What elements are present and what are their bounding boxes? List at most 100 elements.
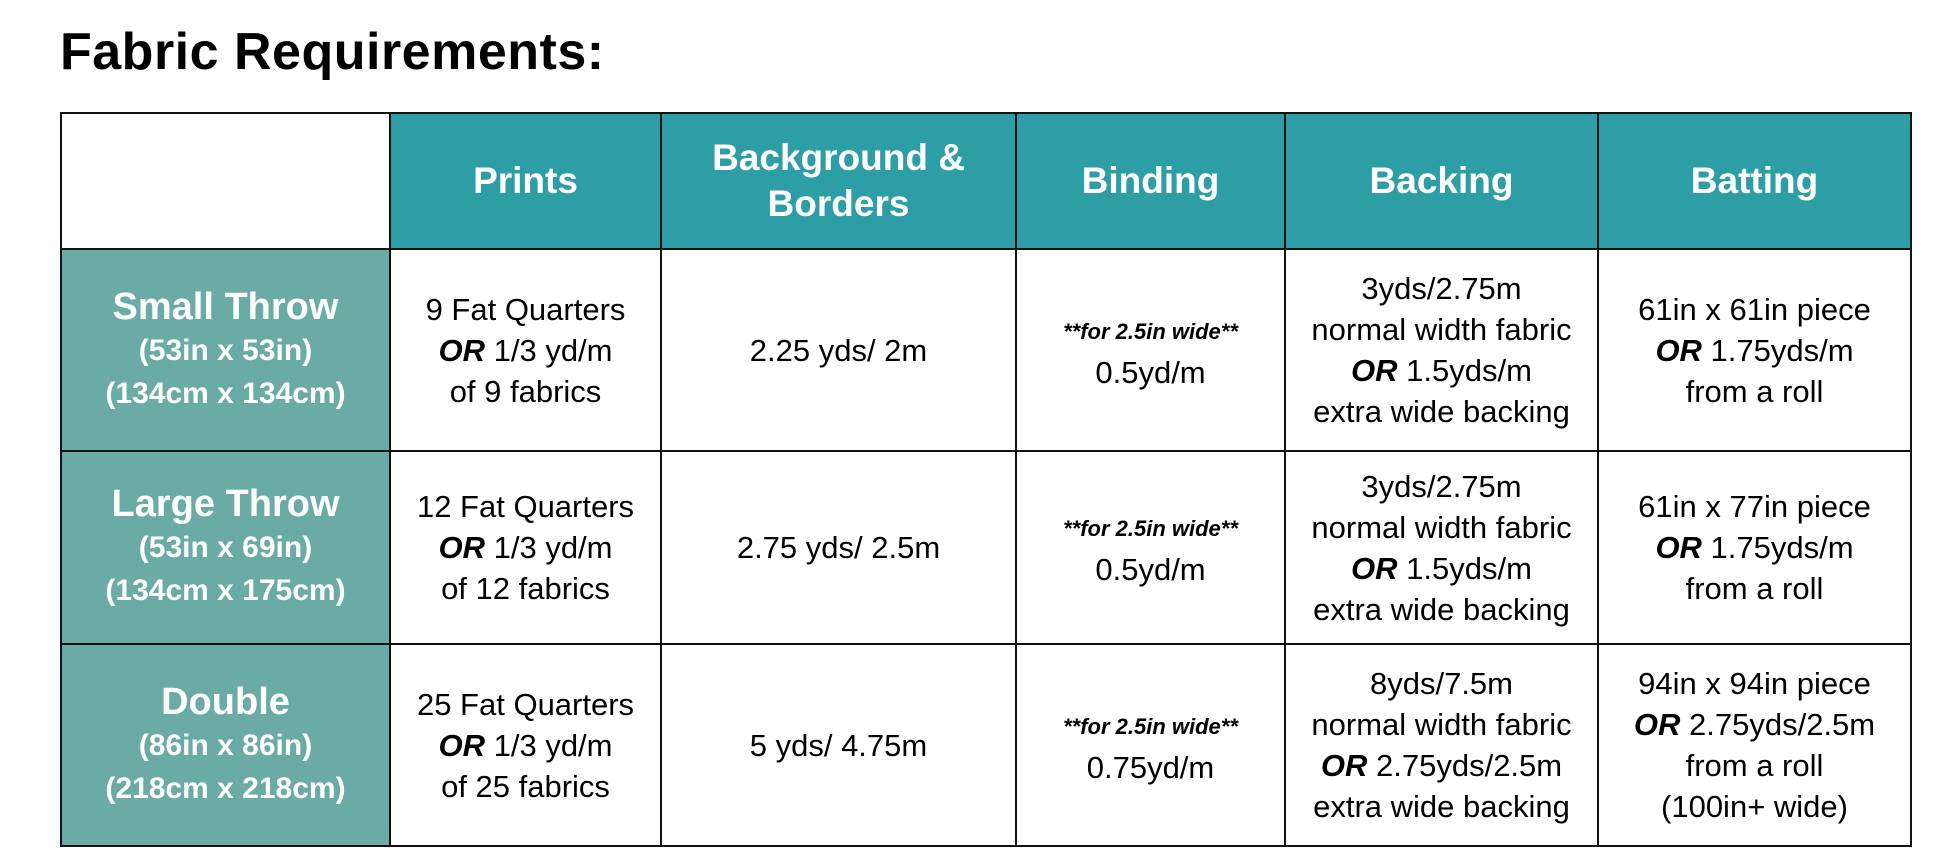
table-row: Double (86in x 86in) (218cm x 218cm) 25 Fat… — [60, 643, 1912, 847]
or-label: OR — [1320, 748, 1368, 783]
cell-line: of 12 fabrics — [391, 568, 660, 609]
cell-text: 0.75yd/m — [1086, 749, 1215, 785]
cell-line: 61in x 61in piece — [1599, 289, 1910, 330]
cell-line: 25 Fat Quarters — [391, 684, 660, 725]
cell-line: OR 1/3 yd/m — [391, 725, 660, 766]
cell-text: 2.25 yds/ 2m — [749, 332, 928, 368]
cell-line: 9 Fat Quarters — [391, 289, 660, 330]
cell-text: 8yds/7.5m — [1369, 666, 1513, 701]
cell-text: 2.75yds/2.5m — [1680, 707, 1876, 742]
binding-note: **for 2.5in wide** — [1063, 516, 1238, 541]
corner-cell — [60, 112, 391, 250]
column-header: Prints — [389, 112, 662, 250]
cell-text: 25 Fat Quarters — [416, 686, 635, 722]
cell-line: of 25 fabrics — [391, 766, 660, 807]
cell-line: OR 1.75yds/m — [1599, 527, 1910, 568]
cell-text: 1/3 yd/m — [485, 332, 613, 368]
or-label: OR — [1655, 530, 1702, 565]
table-cell: 12 Fat Quarters OR 1/3 yd/m of 12 fabrics — [389, 450, 662, 645]
cell-text: of 12 fabrics — [441, 571, 610, 606]
cell-text: 3yds/2.75m — [1361, 271, 1522, 306]
cell-text: extra wide backing — [1313, 394, 1570, 429]
cell-line: 94in x 94in piece — [1599, 663, 1910, 704]
table-cell: 61in x 61in piece OR 1.75yds/m from a roll — [1597, 248, 1912, 452]
or-label: OR — [438, 727, 486, 763]
cell-text: 1.5yds/m — [1397, 353, 1532, 388]
table-cell: **for 2.5in wide** 0.5yd/m — [1015, 248, 1286, 452]
or-label: OR — [1351, 353, 1398, 388]
cell-text: of 9 fabrics — [449, 373, 602, 409]
row-header: Double (86in x 86in) (218cm x 218cm) — [60, 643, 391, 847]
column-header: Backing — [1284, 112, 1599, 250]
cell-line: 12 Fat Quarters — [391, 486, 660, 527]
cell-line: OR 2.75yds/2.5m — [1286, 745, 1597, 786]
cell-text: from a roll — [1685, 373, 1824, 409]
cell-line: extra wide backing — [1286, 391, 1597, 432]
cell-line: 5 yds/ 4.75m — [662, 725, 1015, 766]
cell-text: (100in+ wide) — [1661, 789, 1848, 824]
cell-line: OR 1/3 yd/m — [391, 330, 660, 371]
cell-line: OR 1.5yds/m — [1286, 350, 1597, 391]
cell-line: from a roll — [1599, 371, 1910, 412]
cell-line: 2.25 yds/ 2m — [662, 330, 1015, 371]
size-dimensions: (134cm x 134cm) — [105, 376, 346, 410]
table-cell: **for 2.5in wide** 0.5yd/m — [1015, 450, 1286, 645]
size-dimensions: (53in x 53in) — [138, 333, 313, 367]
column-header: Binding — [1015, 112, 1286, 250]
binding-note: **for 2.5in wide** — [1063, 318, 1238, 344]
column-header: Background & Borders — [660, 112, 1017, 250]
cell-text: 61in x 61in piece — [1638, 291, 1871, 327]
or-label: OR — [1655, 332, 1702, 368]
cell-text: 5 yds/ 4.75m — [749, 727, 928, 763]
page-title: Fabric Requirements: — [60, 23, 605, 81]
size-name: Small Throw — [112, 285, 339, 328]
cell-line: 3yds/2.75m — [1286, 466, 1597, 507]
cell-text: from a roll — [1685, 571, 1824, 606]
table-row: Small Throw (53in x 53in) (134cm x 134cm) 9… — [60, 248, 1912, 452]
cell-text: 2.75 yds/ 2.5m — [736, 530, 941, 565]
cell-text: 1.75yds/m — [1701, 332, 1854, 368]
size-name: Double — [161, 680, 290, 723]
cell-text: 94in x 94in piece — [1638, 666, 1871, 701]
cell-text: normal width fabric — [1311, 707, 1572, 742]
cell-text: normal width fabric — [1311, 509, 1572, 545]
or-label: OR — [438, 332, 486, 368]
cell-text: 2.75yds/2.5m — [1367, 748, 1563, 783]
cell-line: normal width fabric — [1286, 507, 1597, 548]
or-label: OR — [1633, 707, 1681, 742]
cell-line: OR 1.5yds/m — [1286, 548, 1597, 589]
column-header: Batting — [1597, 112, 1912, 250]
cell-line: 8yds/7.5m — [1286, 663, 1597, 704]
size-dimensions: (53in x 69in) — [138, 531, 313, 564]
cell-line: from a roll — [1599, 568, 1910, 609]
cell-text: 61in x 77in piece — [1638, 489, 1871, 524]
cell-text: 3yds/2.75m — [1361, 468, 1522, 504]
cell-line: **for 2.5in wide** — [1017, 505, 1284, 549]
table-cell: 9 Fat Quarters OR 1/3 yd/m of 9 fabrics — [389, 248, 662, 452]
table-cell: 61in x 77in piece OR 1.75yds/m from a roll — [1597, 450, 1912, 645]
cell-line: extra wide backing — [1286, 589, 1597, 630]
size-name: Large Throw — [111, 483, 340, 525]
cell-line: **for 2.5in wide** — [1017, 703, 1284, 747]
cell-text: from a roll — [1685, 748, 1824, 783]
cell-text: 1.75yds/m — [1701, 530, 1854, 565]
table-cell: 3yds/2.75m normal width fabric OR 1.5yds/m… — [1284, 450, 1599, 645]
cell-text: 12 Fat Quarters — [416, 489, 635, 524]
cell-line: normal width fabric — [1286, 309, 1597, 350]
size-dimensions: (134cm x 175cm) — [105, 574, 346, 607]
table-cell: 3yds/2.75m normal width fabric OR 1.5yds/m… — [1284, 248, 1599, 452]
cell-line: 0.5yd/m — [1017, 549, 1284, 590]
row-header: Small Throw (53in x 53in) (134cm x 134cm) — [60, 248, 391, 452]
cell-line: 61in x 77in piece — [1599, 486, 1910, 527]
cell-line: OR 1/3 yd/m — [391, 527, 660, 568]
cell-text: 0.5yd/m — [1095, 354, 1206, 390]
cell-line: of 9 fabrics — [391, 371, 660, 412]
table-cell: 2.25 yds/ 2m — [660, 248, 1017, 452]
cell-line: OR 1.75yds/m — [1599, 330, 1910, 371]
header-row: Prints Background & Borders Binding Backing… — [60, 112, 1912, 250]
cell-text: 1/3 yd/m — [485, 530, 613, 565]
or-label: OR — [1351, 550, 1398, 586]
cell-text: 9 Fat Quarters — [425, 291, 626, 327]
table-cell: 5 yds/ 4.75m — [660, 643, 1017, 847]
cell-line: **for 2.5in wide** — [1017, 308, 1284, 352]
